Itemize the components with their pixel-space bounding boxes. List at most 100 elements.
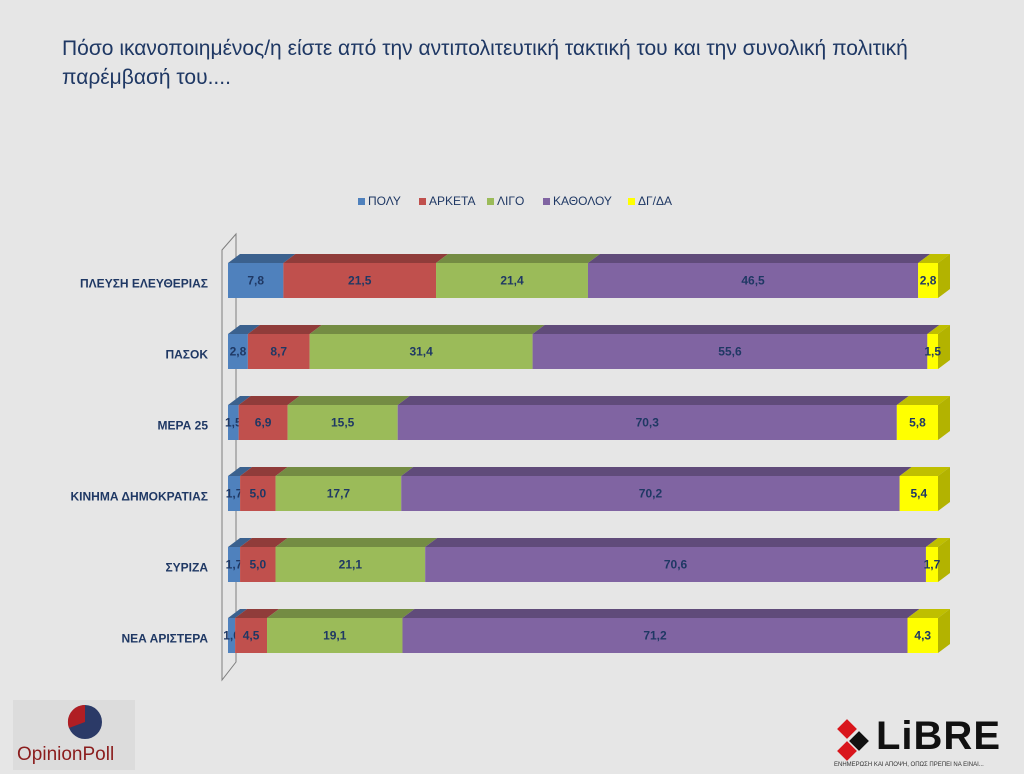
bar-top <box>927 325 950 334</box>
bar-segment <box>275 547 426 582</box>
data-label: 5,0 <box>249 487 266 501</box>
bar-top <box>587 254 931 263</box>
bar-segment <box>532 334 928 369</box>
data-label: 5,4 <box>910 487 927 501</box>
bar-segment <box>402 618 908 653</box>
bar-top <box>267 609 415 618</box>
legend-swatch <box>543 198 550 205</box>
bar-segment <box>401 476 900 511</box>
bar-segment <box>240 476 276 511</box>
bar-top <box>238 396 300 405</box>
bar-top <box>240 467 288 476</box>
bar-segment <box>283 263 437 298</box>
bar-top <box>532 325 940 334</box>
page-title: Πόσο ικανοποιημένος/η είστε από την αντι… <box>62 37 908 89</box>
bar-segment <box>309 334 533 369</box>
category-label: ΣΥΡΙΖΑ <box>165 561 208 575</box>
opinionpoll-logo-text: OpinionPoll <box>17 744 115 765</box>
data-label: 31,4 <box>409 345 433 359</box>
bar-top <box>275 538 438 547</box>
bar-segment <box>228 263 284 298</box>
legend-swatch <box>487 198 494 205</box>
bar-top <box>907 609 950 618</box>
data-label: 21,4 <box>500 274 524 288</box>
data-label: 1,7 <box>924 558 941 572</box>
bar-top <box>925 538 950 547</box>
libre-tagline: ΕΝΗΜΕΡΩΣΗ ΚΑΙ ΑΠΟΨΗ, ΟΠΩΣ ΠΡΕΠΕΙ ΝΑ ΕΙΝΑ… <box>834 762 984 768</box>
bar-top <box>228 538 253 547</box>
bar-top <box>283 254 449 263</box>
bar-side <box>938 467 950 511</box>
bar-top <box>228 396 251 405</box>
bar-segment <box>587 263 919 298</box>
data-label: 1,5 <box>924 345 941 359</box>
bar-segment <box>927 334 938 369</box>
bar-top <box>896 396 950 405</box>
bar-top <box>240 538 288 547</box>
bar-top <box>228 325 260 334</box>
axis-wall <box>221 232 237 682</box>
legend-swatch <box>628 198 635 205</box>
bar-top <box>235 609 280 618</box>
bar-segment <box>267 618 403 653</box>
bar-segment <box>436 263 588 298</box>
bar-segment <box>899 476 938 511</box>
data-label: 17,7 <box>327 487 351 501</box>
bar-top <box>397 396 909 405</box>
bar-segment <box>228 334 248 369</box>
bar-top <box>309 325 545 334</box>
data-label: 70,3 <box>636 416 660 430</box>
category-label: ΜΕΡΑ 25 <box>158 419 209 433</box>
legend-label: ΠΟΛΥ <box>368 194 401 208</box>
data-label: 1,7 <box>226 487 243 501</box>
bar-top <box>228 254 296 263</box>
data-label: 5,8 <box>909 416 926 430</box>
data-label: 2,8 <box>920 274 937 288</box>
bar-segment <box>238 405 288 440</box>
bar-segment <box>918 263 938 298</box>
bar-side <box>938 325 950 369</box>
data-label: 21,5 <box>348 274 372 288</box>
bar-segment <box>228 547 241 582</box>
bar-top <box>401 467 912 476</box>
legend-swatch <box>419 198 426 205</box>
bar-top <box>228 467 253 476</box>
bar-side <box>938 254 950 298</box>
data-label: 8,7 <box>270 345 287 359</box>
category-label: ΠΑΣΟΚ <box>165 348 208 362</box>
bar-segment <box>235 618 268 653</box>
bar-segment <box>907 618 938 653</box>
data-label: 55,6 <box>718 345 742 359</box>
opinionpoll-logo-mark <box>67 704 102 739</box>
category-label: ΠΛΕΥΣΗ ΕΛΕΥΘΕΡΙΑΣ <box>80 277 208 291</box>
bar-top <box>436 254 600 263</box>
data-label: 21,1 <box>339 558 363 572</box>
bar-segment <box>425 547 926 582</box>
legend-swatch <box>358 198 365 205</box>
bar-segment <box>240 547 276 582</box>
bar-side <box>938 396 950 440</box>
data-label: 19,1 <box>323 629 347 643</box>
data-label: 71,2 <box>643 629 667 643</box>
legend-label: ΑΡΚΕΤΑ <box>429 194 475 208</box>
data-label: 70,2 <box>639 487 663 501</box>
data-label: 46,5 <box>741 274 765 288</box>
bar-segment <box>925 547 938 582</box>
bar-side <box>938 609 950 653</box>
bar-segment <box>896 405 938 440</box>
data-label: 1,7 <box>226 558 243 572</box>
bar-segment <box>247 334 310 369</box>
bar-segment <box>397 405 897 440</box>
bar-segment <box>275 476 402 511</box>
bar-segment <box>287 405 398 440</box>
data-label: 1,5 <box>225 416 242 430</box>
bar-top <box>425 538 938 547</box>
data-label: 4,3 <box>914 629 931 643</box>
libre-logo-text: LiBRE <box>876 714 1001 758</box>
bar-side <box>938 538 950 582</box>
libre-logo: LiBRE ΕΝΗΜΕΡΩΣΗ ΚΑΙ ΑΠΟΨΗ, ΟΠΩΣ ΠΡΕΠΕΙ Ν… <box>832 714 1018 772</box>
data-label: 7,8 <box>247 274 264 288</box>
bar-top <box>287 396 410 405</box>
bar-top <box>899 467 950 476</box>
bar-segment <box>228 405 239 440</box>
